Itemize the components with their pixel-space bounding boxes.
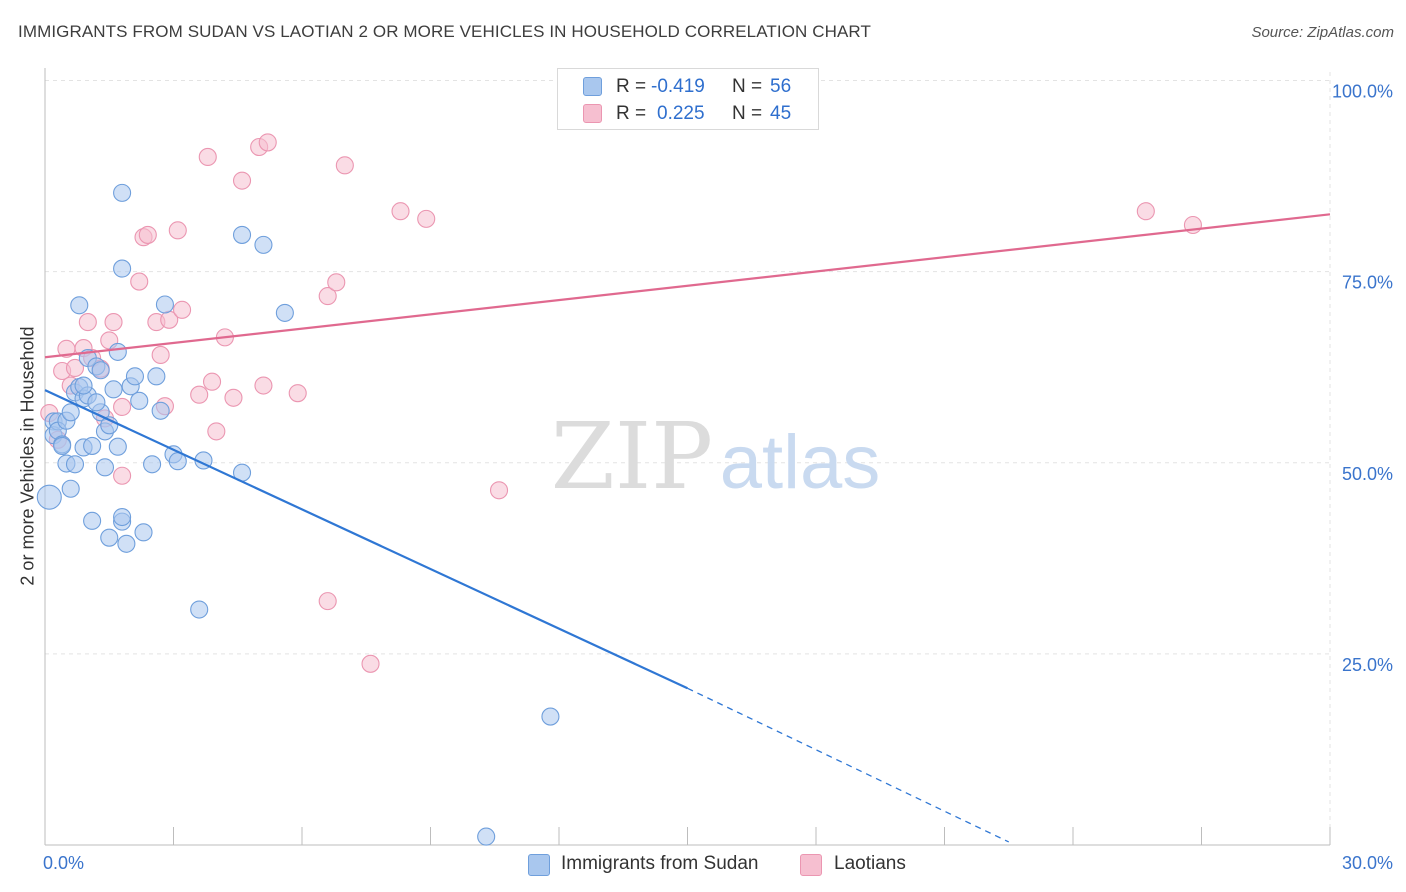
data-point bbox=[190, 600, 209, 619]
watermark-zip: ZIP bbox=[551, 403, 713, 510]
data-point bbox=[335, 156, 354, 175]
series-sudan-points bbox=[36, 183, 560, 846]
data-point bbox=[104, 313, 123, 332]
chart-title: IMMIGRANTS FROM SUDAN VS LAOTIAN 2 OR MO… bbox=[18, 22, 871, 41]
data-point bbox=[108, 342, 127, 361]
data-point bbox=[83, 511, 102, 530]
data-point bbox=[87, 393, 106, 412]
data-point bbox=[100, 528, 119, 547]
data-point bbox=[61, 479, 80, 498]
data-point bbox=[134, 523, 153, 542]
data-point bbox=[70, 296, 89, 315]
data-point bbox=[65, 455, 85, 474]
y-tick-label: 75.0% bbox=[1342, 273, 1393, 293]
data-point bbox=[318, 592, 337, 611]
data-point bbox=[541, 707, 560, 726]
data-point bbox=[477, 827, 496, 846]
y-tick-label: 100.0% bbox=[1332, 82, 1393, 102]
y-tick-label: 50.0% bbox=[1342, 464, 1393, 484]
legend-r-value: 0.225 bbox=[657, 103, 705, 124]
data-point bbox=[224, 388, 243, 407]
data-point bbox=[78, 313, 97, 332]
legend-n-value: 45 bbox=[770, 103, 792, 124]
x-tick-label: 30.0% bbox=[1342, 853, 1393, 873]
watermark: ZIP atlas bbox=[551, 403, 880, 510]
y-axis-label: 2 or more Vehicles in Household bbox=[17, 326, 38, 586]
data-point bbox=[275, 303, 294, 322]
data-point bbox=[207, 422, 226, 441]
source-credit: Source: ZipAtlas.com bbox=[1251, 24, 1394, 41]
data-point bbox=[113, 507, 132, 527]
legend-r-value: -0.419 bbox=[651, 76, 705, 97]
data-point bbox=[65, 358, 85, 378]
data-point bbox=[130, 391, 149, 410]
data-point bbox=[61, 403, 80, 422]
legend-n-label: N = bbox=[732, 76, 763, 97]
stats-legend: R = -0.419 N = 56 R = 0.225 N = 45 bbox=[557, 68, 819, 130]
data-point bbox=[95, 458, 115, 477]
watermark-atlas: atlas bbox=[720, 420, 881, 505]
trend-line-sudan-extension bbox=[687, 687, 1010, 843]
legend-swatch-blue bbox=[583, 77, 602, 96]
legend-swatch-sudan bbox=[528, 854, 550, 876]
data-point bbox=[361, 654, 380, 673]
data-point bbox=[53, 436, 72, 455]
legend-swatch-pink bbox=[583, 104, 602, 123]
data-point bbox=[113, 397, 132, 416]
trend-lines bbox=[44, 213, 1331, 843]
data-point bbox=[327, 273, 346, 292]
data-point bbox=[83, 436, 102, 455]
data-point bbox=[130, 272, 149, 291]
data-point bbox=[254, 235, 273, 254]
y-tick-label: 25.0% bbox=[1342, 655, 1393, 675]
data-point bbox=[113, 259, 132, 278]
data-point bbox=[232, 171, 252, 190]
axis-layer bbox=[44, 68, 1331, 846]
data-point bbox=[203, 372, 222, 391]
data-point bbox=[190, 385, 209, 404]
legend-label-sudan: Immigrants from Sudan bbox=[561, 853, 759, 874]
x-tick-label: 0.0% bbox=[43, 853, 84, 873]
data-point bbox=[108, 437, 127, 456]
data-point bbox=[36, 484, 62, 510]
data-point bbox=[143, 455, 162, 474]
legend-swatch-laotians bbox=[800, 854, 822, 876]
data-point bbox=[151, 401, 170, 420]
data-point bbox=[489, 481, 509, 500]
tick-labels: 25.0% 50.0% 75.0% 100.0% 0.0% 30.0% bbox=[43, 82, 1393, 874]
data-point bbox=[258, 133, 277, 152]
data-point bbox=[254, 376, 273, 395]
data-point bbox=[138, 225, 157, 244]
data-point bbox=[198, 147, 217, 166]
data-point bbox=[288, 384, 307, 403]
data-point bbox=[74, 376, 93, 395]
trend-line-laotians bbox=[44, 213, 1331, 359]
data-point bbox=[151, 345, 170, 365]
data-point bbox=[113, 466, 132, 485]
data-point bbox=[173, 300, 192, 319]
legend-r-label: R = bbox=[616, 103, 647, 124]
data-point bbox=[168, 221, 187, 240]
data-point bbox=[125, 367, 144, 386]
data-point bbox=[318, 287, 337, 306]
data-point bbox=[147, 367, 166, 386]
series-legend: Immigrants from Sudan Laotians bbox=[528, 852, 948, 876]
data-point bbox=[417, 209, 436, 228]
trend-line-sudan bbox=[44, 389, 688, 690]
data-point bbox=[113, 183, 132, 202]
data-point bbox=[117, 534, 136, 553]
data-point bbox=[104, 380, 123, 399]
legend-label-laotians: Laotians bbox=[834, 853, 906, 874]
data-point bbox=[91, 361, 110, 380]
legend-r-label: R = bbox=[616, 76, 647, 97]
data-point bbox=[1136, 202, 1155, 221]
legend-n-label: N = bbox=[732, 103, 763, 124]
data-point bbox=[155, 295, 174, 314]
data-point bbox=[232, 225, 252, 244]
data-point bbox=[391, 202, 410, 221]
legend-n-value: 56 bbox=[770, 76, 792, 97]
